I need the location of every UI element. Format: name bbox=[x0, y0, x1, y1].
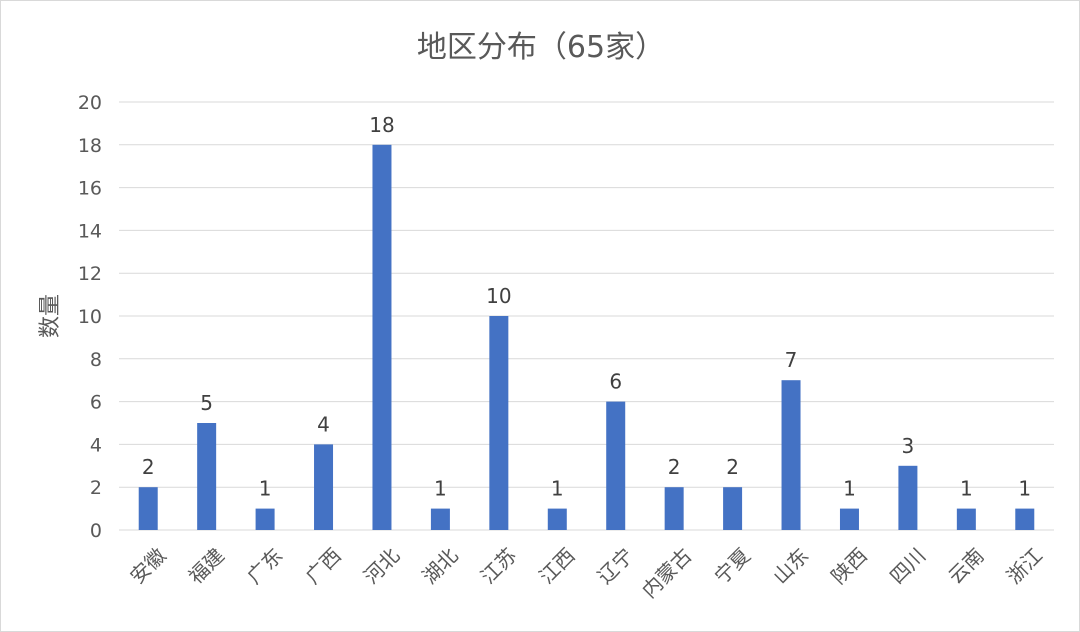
data-label: 1 bbox=[434, 477, 447, 501]
y-axis-ticks: 0 2 4 6 8 10 12 14 16 18 20 bbox=[78, 92, 102, 542]
data-label: 2 bbox=[726, 455, 739, 479]
bar bbox=[314, 444, 334, 530]
bar bbox=[606, 401, 626, 530]
y-tick-label: 10 bbox=[78, 306, 102, 328]
data-label: 6 bbox=[609, 370, 622, 394]
bar bbox=[956, 508, 976, 530]
y-tick-label: 12 bbox=[78, 263, 102, 285]
x-tick-label: 四川 bbox=[885, 543, 930, 588]
data-label: 4 bbox=[317, 412, 330, 436]
data-label: 3 bbox=[902, 434, 915, 458]
y-tick-label: 0 bbox=[90, 520, 102, 542]
bar bbox=[723, 487, 743, 530]
bar bbox=[138, 487, 158, 530]
data-label: 2 bbox=[142, 455, 155, 479]
data-label: 1 bbox=[259, 477, 272, 501]
x-tick-label: 广西 bbox=[301, 543, 346, 588]
x-tick-label: 江苏 bbox=[476, 543, 521, 588]
x-tick-label: 安徽 bbox=[125, 543, 170, 588]
x-tick-label: 广东 bbox=[242, 543, 287, 588]
x-tick-label: 内蒙古 bbox=[637, 543, 696, 602]
bar bbox=[664, 487, 684, 530]
bar bbox=[898, 465, 918, 530]
data-label: 10 bbox=[486, 284, 511, 308]
data-label: 18 bbox=[369, 113, 394, 137]
data-label: 1 bbox=[551, 477, 564, 501]
x-tick-label: 云南 bbox=[943, 543, 988, 588]
bar bbox=[839, 508, 859, 530]
y-tick-label: 14 bbox=[78, 220, 102, 242]
data-label: 1 bbox=[960, 477, 973, 501]
bar bbox=[781, 380, 801, 530]
y-tick-label: 8 bbox=[90, 349, 102, 371]
bar bbox=[1015, 508, 1035, 530]
x-tick-label: 河北 bbox=[359, 543, 404, 588]
data-label: 1 bbox=[843, 477, 856, 501]
gridlines bbox=[119, 101, 1054, 531]
data-label: 2 bbox=[668, 455, 681, 479]
chart-title: 地区分布（65家） bbox=[417, 30, 665, 65]
data-labels: 2 5 1 4 18 1 10 1 6 2 2 7 1 3 1 1 bbox=[142, 113, 1031, 501]
y-tick-label: 16 bbox=[78, 178, 102, 200]
data-label: 5 bbox=[200, 391, 213, 415]
bar bbox=[430, 508, 450, 530]
y-tick-label: 18 bbox=[78, 135, 102, 157]
y-tick-label: 4 bbox=[90, 434, 102, 456]
bar bbox=[197, 423, 217, 530]
y-axis-label: 数量 bbox=[38, 294, 63, 338]
x-tick-label: 宁夏 bbox=[710, 543, 755, 588]
x-tick-label: 江西 bbox=[534, 543, 579, 588]
x-tick-label: 陕西 bbox=[826, 543, 871, 588]
x-tick-label: 山东 bbox=[768, 543, 813, 588]
data-label: 1 bbox=[1018, 477, 1031, 501]
x-tick-label: 福建 bbox=[184, 543, 229, 588]
bars bbox=[138, 144, 1035, 531]
bar bbox=[255, 508, 275, 530]
y-tick-label: 20 bbox=[78, 92, 102, 114]
bar bbox=[372, 144, 392, 531]
bar bbox=[489, 316, 509, 530]
x-tick-label: 湖北 bbox=[417, 543, 462, 588]
y-tick-label: 2 bbox=[90, 477, 102, 499]
x-tick-label: 浙江 bbox=[1002, 543, 1047, 588]
y-tick-label: 6 bbox=[90, 392, 102, 414]
bar bbox=[547, 508, 567, 530]
data-label: 7 bbox=[785, 348, 798, 372]
x-tick-label: 辽宁 bbox=[593, 543, 638, 588]
x-axis-ticks: 安徽 福建 广东 广西 河北 湖北 江苏 江西 辽宁 内蒙古 宁夏 山东 陕西 四川 云南 浙江 bbox=[125, 543, 1047, 602]
